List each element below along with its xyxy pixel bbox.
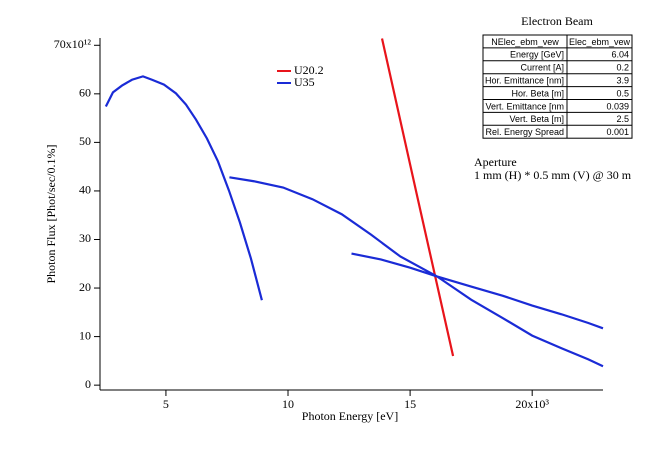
x-axis-label: Photon Energy [eV] (302, 409, 398, 423)
table-cell: 3.9 (616, 76, 629, 86)
series-line (104, 75, 604, 368)
table-cell: Vert. Emittance [nm (485, 101, 564, 111)
y-tick-label: 20 (79, 280, 91, 294)
table-cell: 0.039 (606, 101, 629, 111)
series-line (380, 38, 455, 357)
legend-label: U20.2 (294, 63, 324, 77)
x-tick-label: 10 (282, 397, 294, 411)
table-cell: Vert. Beta [m] (509, 114, 564, 124)
table-cell: 0.5 (616, 88, 629, 98)
x-tick-label: 5 (163, 397, 169, 411)
table-cell: 0.001 (606, 127, 629, 137)
table-cell: 0.2 (616, 63, 629, 73)
x-tick-label: 15 (404, 397, 416, 411)
annotation: 1 mm (H) * 0.5 mm (V) @ 30 m (474, 168, 632, 182)
table-cell: Current [A] (520, 63, 564, 73)
y-tick-label: 0 (85, 377, 91, 391)
table-header: NElec_ebm_vew (491, 37, 559, 47)
table-title: Electron Beam (521, 14, 593, 28)
table-cell: Energy [GeV] (510, 50, 564, 60)
y-tick-label: 30 (79, 231, 91, 245)
table-cell: 6.04 (611, 50, 629, 60)
annotation: Aperture (474, 155, 517, 169)
table-cell: Rel. Energy Spread (485, 127, 564, 137)
data-table: NElec_ebm_vew Elec_ebm_vew Energy [GeV] 6.0… (482, 34, 633, 139)
y-tick-label: 60 (79, 86, 91, 100)
y-tick-label: 70x10¹² (54, 37, 92, 51)
table-header: Elec_ebm_vew (569, 37, 631, 47)
table-cell: Hor. Beta [m] (511, 88, 564, 98)
y-axis-label: Photon Flux [Phot/sec/0.1%] (44, 144, 58, 283)
y-tick-label: 40 (79, 183, 91, 197)
table-cell: Hor. Emittance [nm] (485, 76, 564, 86)
y-tick-label: 50 (79, 134, 91, 148)
y-tick-label: 10 (79, 328, 91, 342)
legend-label: U35 (294, 75, 315, 89)
x-tick-label: 20x10³ (515, 397, 549, 411)
table-cell: 2.5 (616, 114, 629, 124)
